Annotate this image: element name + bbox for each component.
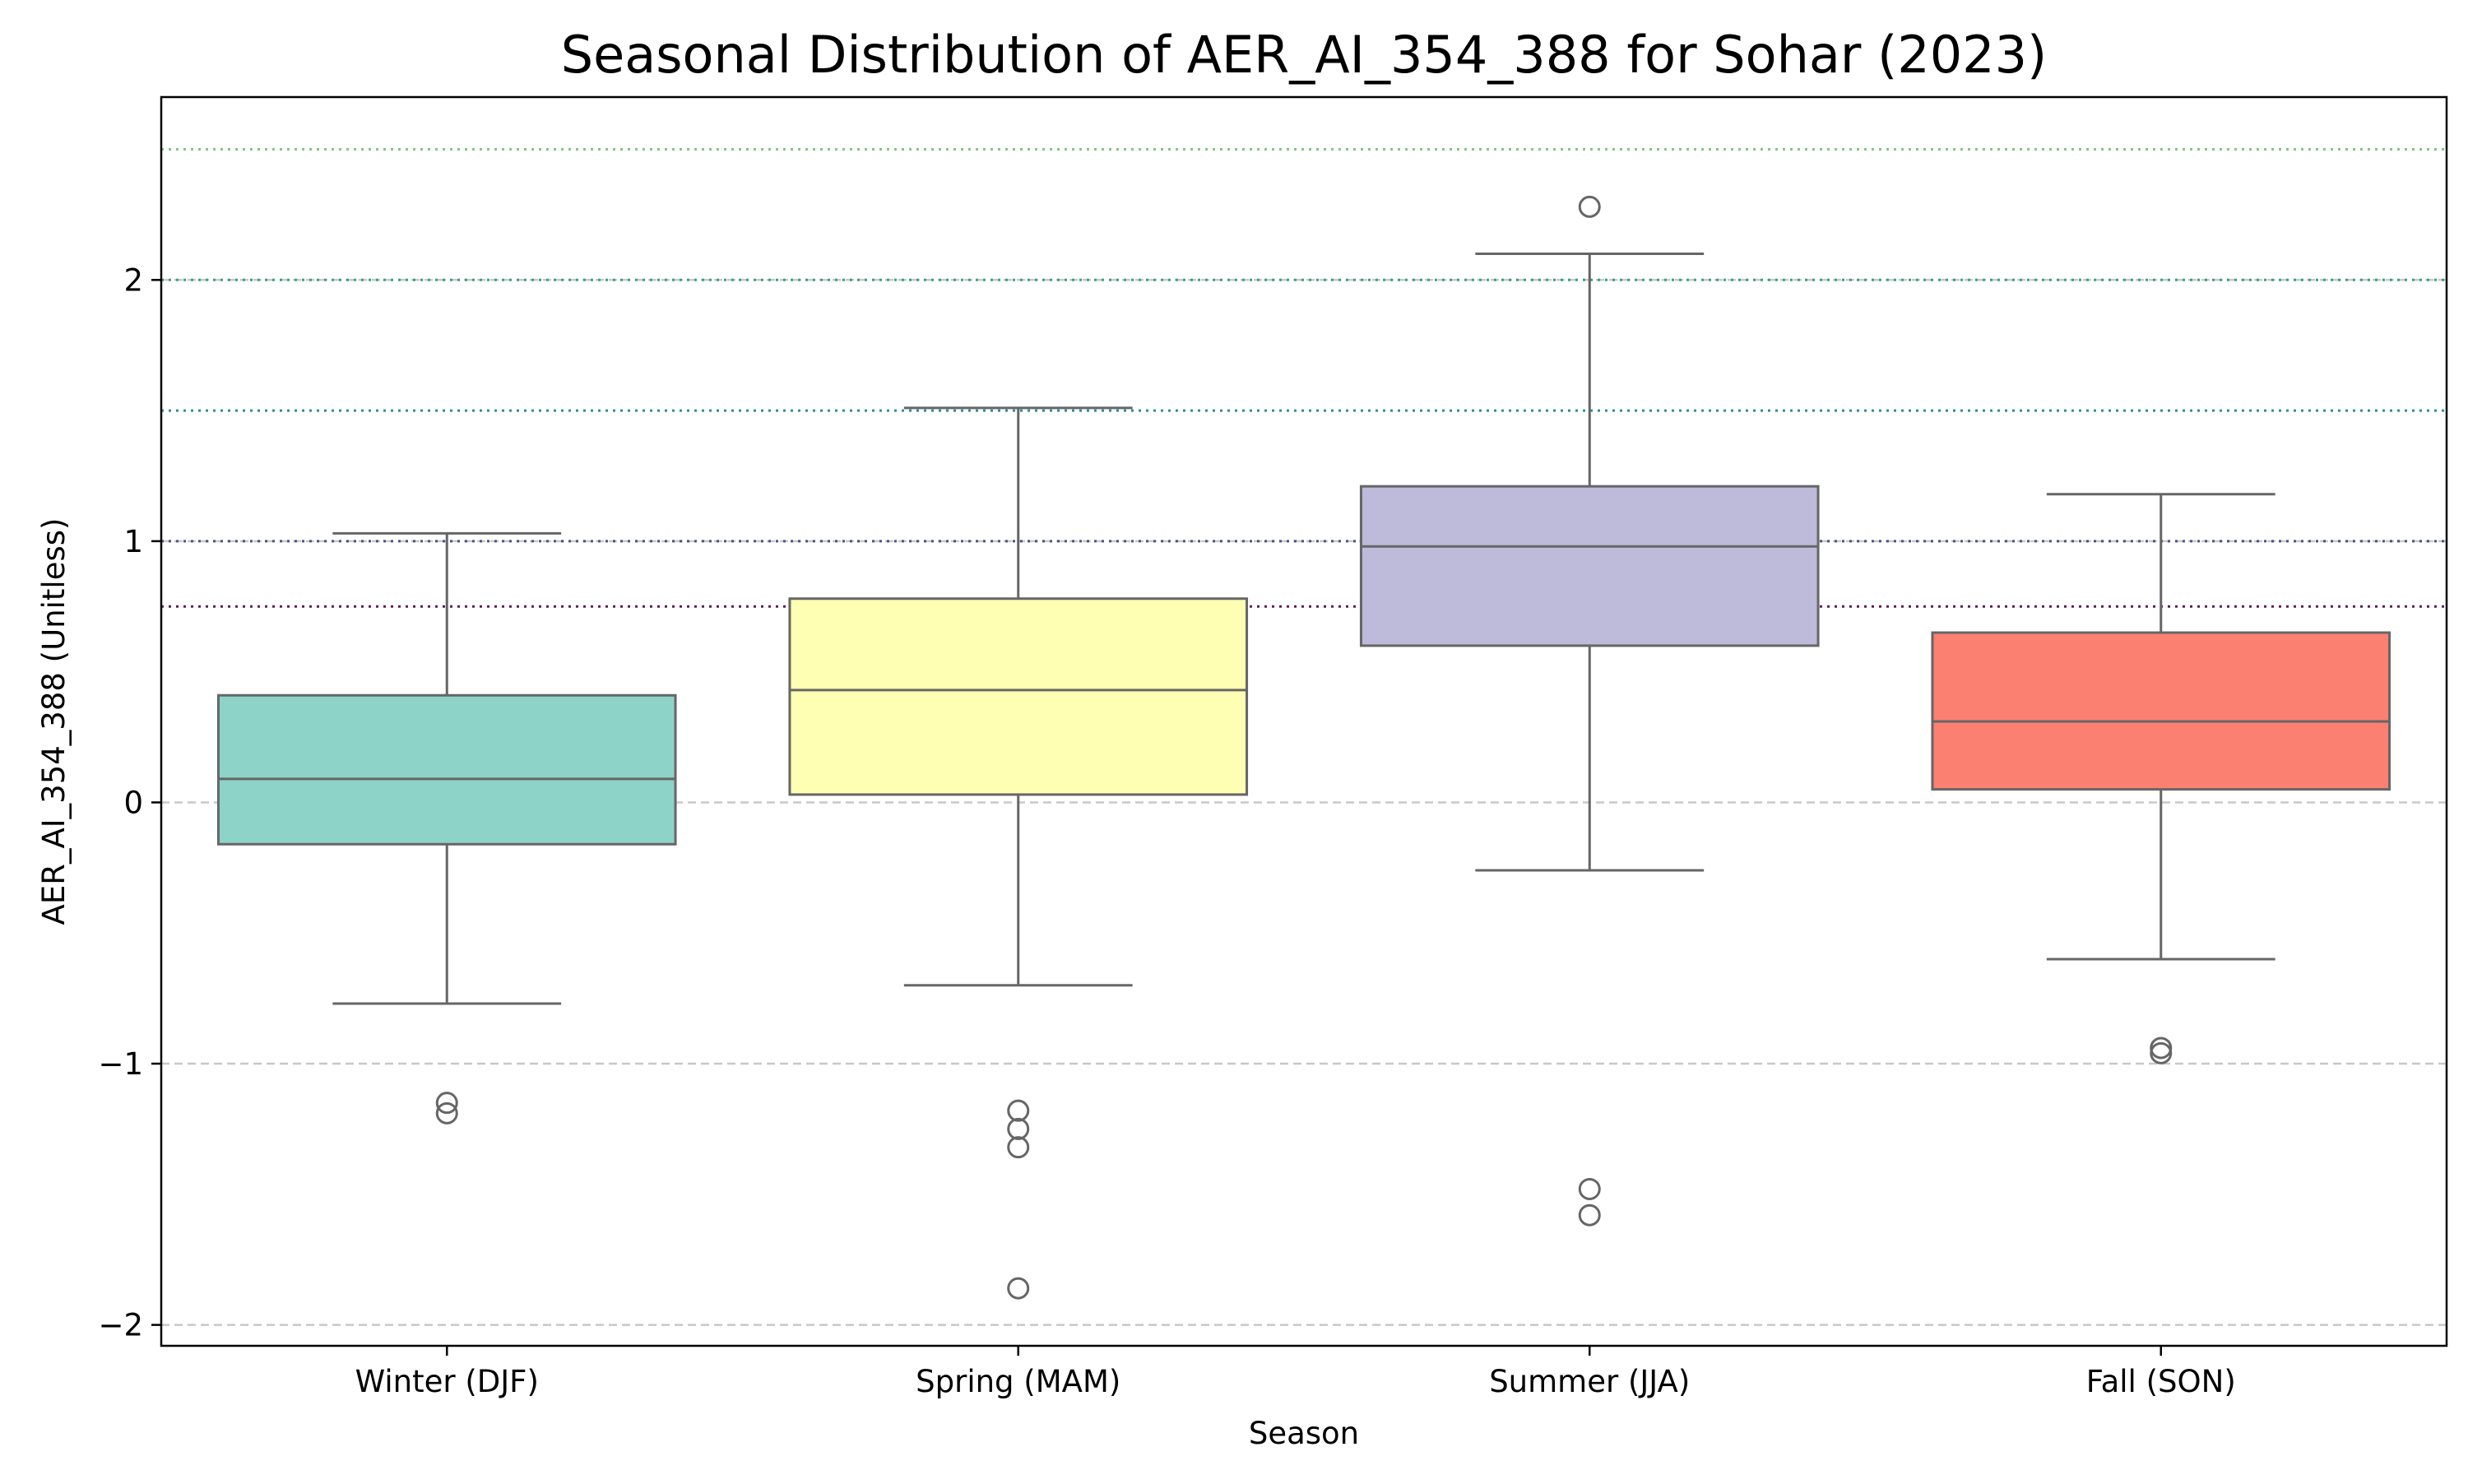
outlier-point <box>1578 1203 1601 1227</box>
box-plot <box>216 531 677 1125</box>
box-plot <box>1931 493 2391 1064</box>
outlier-point <box>435 1092 458 1115</box>
reference-lines <box>161 148 2447 608</box>
chart-title: Seasonal Distribution of AER_AI_354_388 … <box>561 25 2047 85</box>
x-tick-label: Spring (MAM) <box>916 1364 1120 1399</box>
box-plot <box>788 406 1249 1300</box>
box <box>216 693 677 846</box>
box <box>788 597 1249 796</box>
y-tick-label: 2 <box>123 262 143 298</box>
outlier-point <box>435 1101 458 1125</box>
outlier-point <box>1007 1117 1030 1140</box>
box-plot <box>1359 195 1820 1227</box>
outlier-point <box>1007 1277 1030 1300</box>
plot-frame <box>160 95 2448 1347</box>
outlier-point <box>2150 1036 2173 1060</box>
y-tick-label: −1 <box>98 1046 143 1082</box>
outlier-point <box>1578 1177 1601 1200</box>
box-plots <box>216 195 2391 1300</box>
box <box>1931 631 2391 791</box>
y-axis-label: AER_AI_354_388 (Unitless) <box>36 518 72 925</box>
x-tick-label: Fall (SON) <box>2086 1364 2236 1399</box>
outlier-point <box>1578 195 1601 218</box>
outlier-point <box>1007 1136 1030 1159</box>
outlier-point <box>1007 1099 1030 1122</box>
x-tick-label: Winter (DJF) <box>355 1364 539 1399</box>
box <box>1359 485 1820 647</box>
outlier-point <box>2150 1041 2173 1064</box>
y-tick-label: 1 <box>123 524 143 559</box>
axis-ticks: −2 −1 0 1 2 Winter (DJF) Spring (MAM) Summer (J… <box>98 262 2235 1399</box>
y-tick-label: 0 <box>123 785 143 820</box>
x-tick-label: Summer (JJA) <box>1489 1364 1690 1399</box>
x-axis-label: Season <box>1249 1416 1359 1451</box>
y-tick-label: −2 <box>98 1308 143 1343</box>
